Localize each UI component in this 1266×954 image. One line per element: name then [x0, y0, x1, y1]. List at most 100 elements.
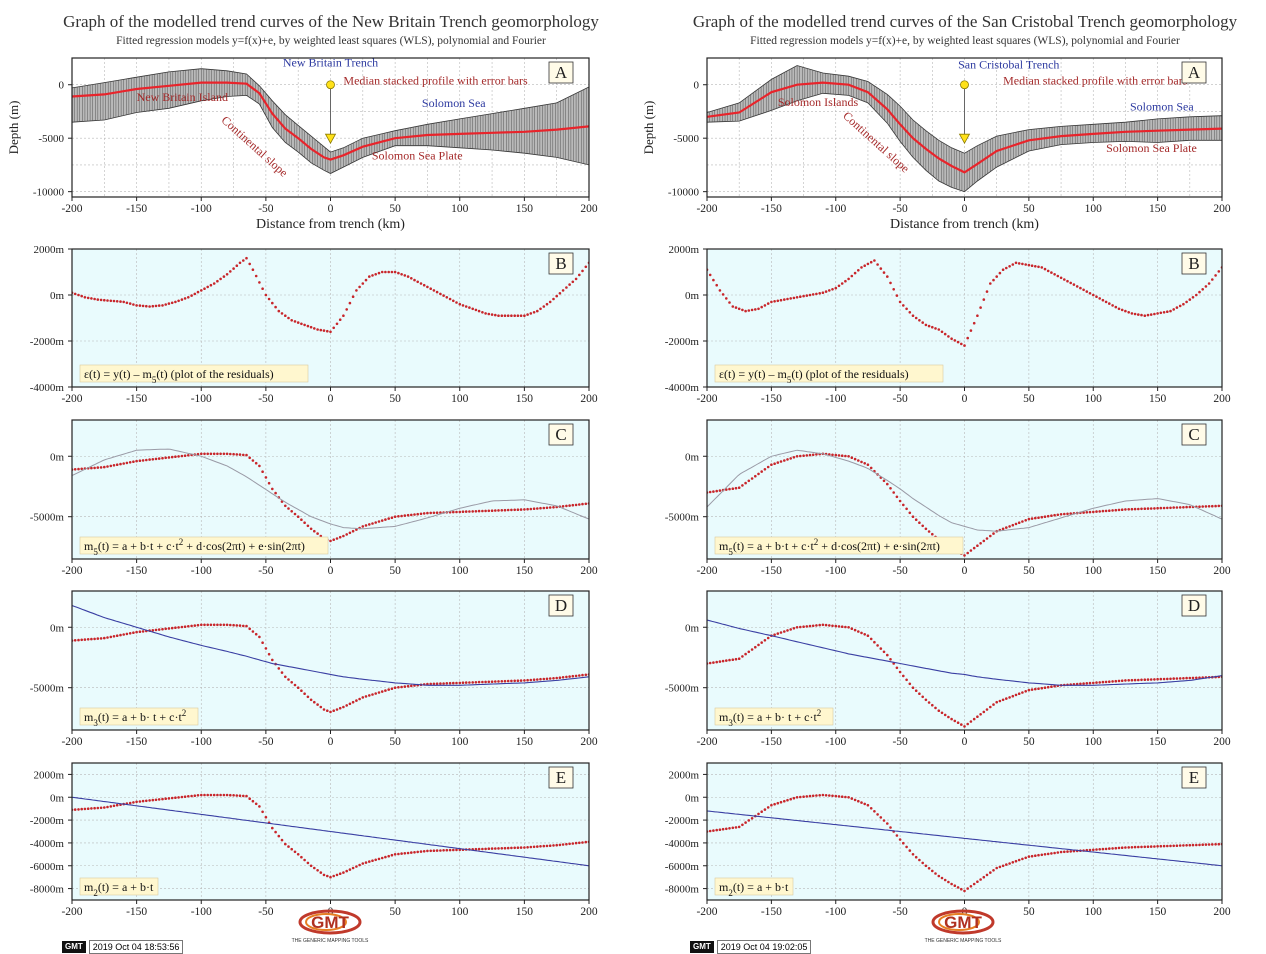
- data-point: [1162, 844, 1166, 848]
- data-point: [174, 455, 177, 459]
- data-point: [869, 637, 873, 641]
- data-point: [741, 823, 744, 827]
- panel-letter-box: [1181, 423, 1207, 446]
- data-point: [510, 314, 513, 318]
- data-point: [219, 793, 222, 797]
- data-point: [571, 842, 575, 845]
- data-point: [229, 452, 232, 456]
- data-point: [190, 794, 193, 798]
- formula-text: ε(t) = y(t) –: [719, 367, 777, 381]
- data-point: [429, 849, 433, 853]
- formula-text: m: [719, 710, 729, 724]
- data-point: [561, 843, 565, 846]
- x-axis-label: Distance from trench (km): [890, 217, 1039, 232]
- data-points: [707, 793, 1222, 893]
- data-point: [119, 300, 122, 303]
- data-point: [1188, 298, 1192, 301]
- data-point: [510, 846, 513, 850]
- data-point: [284, 504, 287, 508]
- data-point: [229, 623, 232, 627]
- data-point: [251, 630, 255, 633]
- data-point: [873, 810, 876, 813]
- data-point: [235, 453, 239, 456]
- x-tick-label: 0: [328, 565, 334, 577]
- data-point: [106, 805, 109, 809]
- y-tick-label: 0m: [685, 792, 700, 804]
- data-point: [1059, 276, 1063, 280]
- data-point: [744, 821, 747, 824]
- x-tick-label: 100: [1085, 906, 1103, 918]
- panel-letter: E: [1189, 768, 1199, 787]
- data-point: [209, 452, 213, 456]
- panel-letter-box: [1181, 252, 1207, 275]
- formula-text: (t): [733, 880, 744, 894]
- formula-text: m: [142, 367, 152, 381]
- ticks: [68, 248, 590, 391]
- data-point: [979, 713, 982, 716]
- x-tick-label: 0: [962, 393, 968, 405]
- data-point: [734, 657, 738, 661]
- data-point: [355, 289, 358, 292]
- data-point: [956, 886, 960, 889]
- data-point: [1040, 515, 1044, 519]
- data-point: [1153, 845, 1156, 848]
- data-point: [911, 515, 915, 518]
- data-point: [284, 842, 287, 846]
- ticks: [703, 626, 1223, 734]
- chart-panel-d: m3(t) = a + b· t + c·t2D-200 -150 -100 -50 0…: [30, 590, 598, 748]
- data-point: [555, 294, 558, 298]
- data-point: [931, 703, 934, 707]
- data-point: [911, 686, 915, 689]
- data-point: [494, 509, 497, 512]
- data-point: [568, 504, 571, 507]
- x-tick-label: 50: [389, 736, 401, 748]
- data-point: [170, 796, 174, 800]
- x-tick-label: -150: [761, 203, 782, 215]
- data-point: [432, 849, 436, 852]
- plot-content: [707, 65, 1222, 193]
- data-point: [783, 799, 786, 803]
- data-point: [1198, 843, 1201, 847]
- data-point: [516, 679, 520, 682]
- data-point: [303, 692, 306, 695]
- data-point: [754, 645, 757, 649]
- x-tick-label: -150: [126, 203, 147, 215]
- data-point: [850, 274, 854, 278]
- data-point: [555, 843, 558, 847]
- data-point: [545, 506, 549, 510]
- data-point: [905, 307, 908, 311]
- data-point: [494, 313, 497, 317]
- x-tick-label: -50: [892, 203, 908, 215]
- data-point: [332, 538, 336, 541]
- data-point: [972, 882, 976, 886]
- data-point: [1101, 847, 1105, 851]
- data-point: [1178, 304, 1182, 308]
- data-point: [943, 878, 947, 882]
- data-point: [232, 452, 235, 456]
- data-point: [1156, 845, 1159, 848]
- data-point: [792, 296, 796, 300]
- data-point: [779, 460, 783, 463]
- data-point: [90, 297, 93, 300]
- data-point: [863, 264, 866, 268]
- data-point: [1185, 505, 1188, 509]
- data-point: [371, 693, 374, 696]
- data-point: [811, 293, 815, 296]
- data-point: [296, 515, 300, 518]
- data-point: [860, 631, 863, 635]
- data-point: [789, 457, 792, 460]
- data-point: [857, 799, 860, 803]
- data-point: [1069, 850, 1072, 853]
- x-tick-label: 150: [516, 565, 534, 577]
- annotation-label: New Britain Island: [137, 90, 228, 104]
- data-point: [96, 298, 100, 301]
- data-point: [718, 289, 722, 292]
- data-point: [73, 468, 77, 471]
- data-point: [1182, 844, 1185, 847]
- data-point: [536, 845, 539, 848]
- annotation-label: Solomon Islands: [778, 95, 859, 109]
- data-point: [760, 305, 763, 309]
- data-point: [779, 800, 783, 804]
- data-point: [455, 301, 458, 304]
- data-point: [313, 866, 316, 870]
